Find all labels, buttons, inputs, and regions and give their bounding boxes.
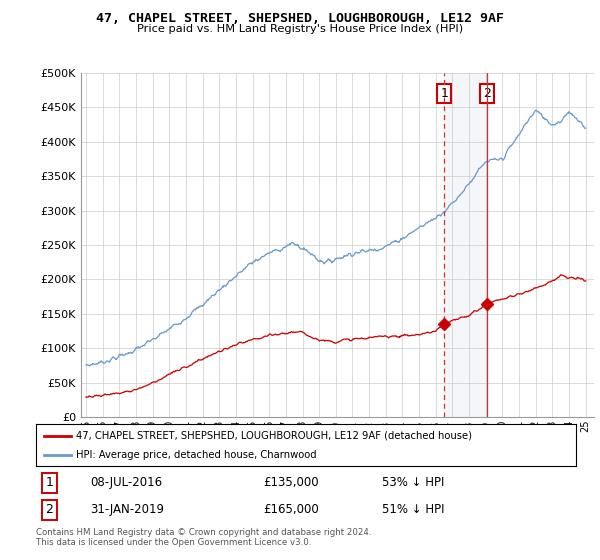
Text: 47, CHAPEL STREET, SHEPSHED, LOUGHBOROUGH, LE12 9AF (detached house): 47, CHAPEL STREET, SHEPSHED, LOUGHBOROUG…	[77, 431, 473, 441]
Text: 51% ↓ HPI: 51% ↓ HPI	[382, 503, 444, 516]
Text: 1: 1	[440, 87, 448, 100]
Text: 47, CHAPEL STREET, SHEPSHED, LOUGHBOROUGH, LE12 9AF: 47, CHAPEL STREET, SHEPSHED, LOUGHBOROUG…	[96, 12, 504, 25]
Text: £135,000: £135,000	[263, 476, 319, 489]
Text: Contains HM Land Registry data © Crown copyright and database right 2024.
This d: Contains HM Land Registry data © Crown c…	[36, 528, 371, 547]
Text: 2: 2	[46, 503, 53, 516]
Bar	[445, 73, 487, 417]
Text: £165,000: £165,000	[263, 503, 319, 516]
Text: 2: 2	[483, 87, 491, 100]
Text: 53% ↓ HPI: 53% ↓ HPI	[382, 476, 444, 489]
Text: 31-JAN-2019: 31-JAN-2019	[90, 503, 164, 516]
Text: HPI: Average price, detached house, Charnwood: HPI: Average price, detached house, Char…	[77, 450, 317, 460]
Text: Price paid vs. HM Land Registry's House Price Index (HPI): Price paid vs. HM Land Registry's House …	[137, 24, 463, 34]
Text: 08-JUL-2016: 08-JUL-2016	[90, 476, 162, 489]
Text: 1: 1	[46, 476, 53, 489]
